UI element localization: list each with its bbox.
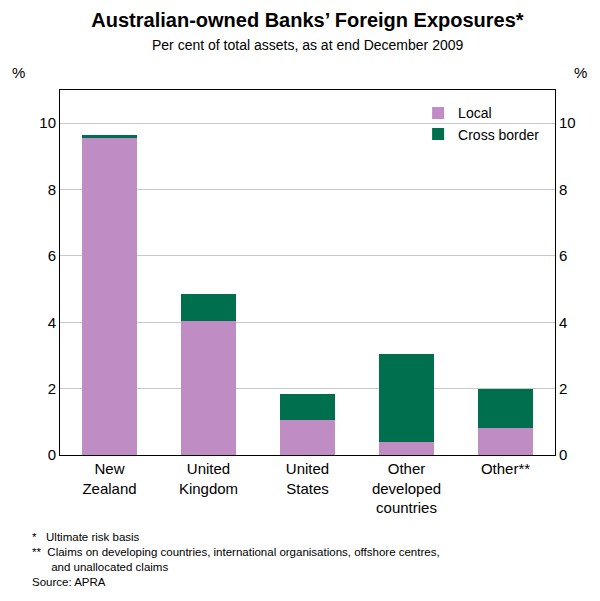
svg-text:2: 2 xyxy=(559,380,567,397)
svg-text:8: 8 xyxy=(48,181,56,198)
svg-text:10: 10 xyxy=(559,114,576,131)
svg-text:4: 4 xyxy=(48,314,56,331)
svg-text:UnitedStates: UnitedStates xyxy=(286,460,329,497)
svg-text:UnitedKingdom: UnitedKingdom xyxy=(179,460,238,497)
svg-text:* Ultimate risk basis** Cla: * Ultimate risk basis** Claims on develo… xyxy=(32,531,440,588)
svg-text:Per cent of total assets, as a: Per cent of total assets, as at end Dece… xyxy=(152,37,464,53)
svg-text:0: 0 xyxy=(559,446,567,463)
svg-text:10: 10 xyxy=(39,114,56,131)
svg-text:%: % xyxy=(574,64,587,81)
svg-text:0: 0 xyxy=(48,446,56,463)
svg-text:Local: Local xyxy=(458,105,491,121)
svg-text:4: 4 xyxy=(559,314,567,331)
svg-text:Cross border: Cross border xyxy=(458,127,539,143)
svg-text:%: % xyxy=(12,64,25,81)
svg-text:6: 6 xyxy=(48,247,56,264)
svg-text:NewZealand: NewZealand xyxy=(82,460,136,497)
svg-text:6: 6 xyxy=(559,247,567,264)
svg-text:8: 8 xyxy=(559,181,567,198)
svg-text:Otherdevelopedcountries: Otherdevelopedcountries xyxy=(372,460,441,516)
svg-text:Other**: Other** xyxy=(481,460,530,477)
svg-text:Australian-owned Banks’ Foreig: Australian-owned Banks’ Foreign Exposure… xyxy=(91,9,524,31)
svg-text:2: 2 xyxy=(48,380,56,397)
